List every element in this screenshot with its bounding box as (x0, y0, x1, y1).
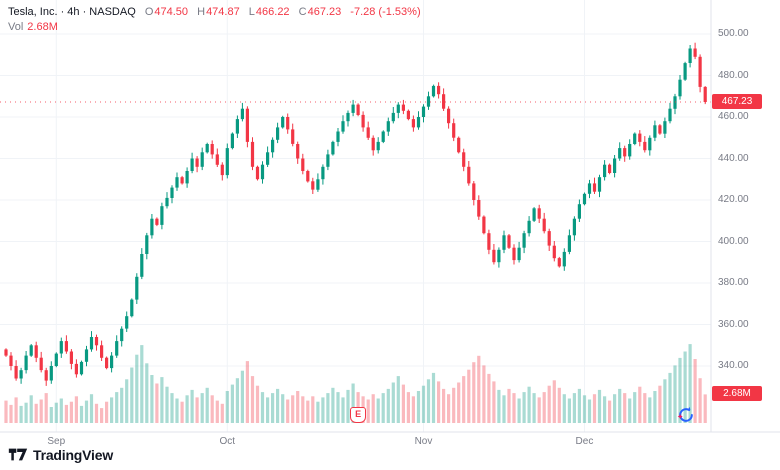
low-value: 466.22 (255, 6, 290, 18)
high-value: 474.87 (206, 6, 240, 18)
volume-value: 2.68M (27, 21, 58, 33)
open-value: 474.50 (154, 6, 189, 18)
tradingview-logo-icon (8, 448, 28, 461)
time-tick-label-sep: Sep (47, 436, 66, 447)
volume-bars-layer (4, 344, 707, 423)
auto-refresh-icon[interactable] (676, 405, 696, 425)
price-tick-label: 380.00 (718, 277, 749, 288)
symbol-title: Tesla, Inc. · 4h · NASDAQ (8, 6, 136, 18)
open-label: O (144, 6, 154, 18)
symbol-legend: Tesla, Inc. · 4h · NASDAQ O474.50 H474.8… (8, 6, 421, 18)
earnings-flag-icon[interactable]: E (350, 407, 367, 423)
tradingview-logo-text: TradingView (33, 446, 114, 463)
volume-label: Vol (8, 21, 24, 33)
volume-badge: 2.68M (712, 386, 762, 402)
price-tick-label: 500.00 (718, 28, 749, 39)
tradingview-attribution[interactable]: TradingView (8, 446, 113, 463)
time-tick-label-dec: Dec (575, 436, 594, 447)
price-tick-label: 460.00 (718, 111, 749, 122)
change-value: -7.28 (-1.53%) (350, 6, 421, 18)
time-tick-label-nov: Nov (414, 436, 433, 447)
price-tick-label: 340.00 (718, 360, 749, 371)
low-label: L (248, 6, 255, 18)
price-tick-label: 480.00 (718, 69, 749, 81)
volume-legend: Vol 2.68M (8, 21, 58, 33)
close-value: 467.23 (307, 6, 342, 18)
gridlines (0, 0, 711, 432)
high-label: H (197, 6, 206, 18)
price-tick-label: 440.00 (718, 152, 749, 164)
axis-lines (0, 0, 780, 433)
price-tick-label: 360.00 (718, 318, 749, 330)
candles-layer (4, 42, 707, 386)
price-tick-label: 420.00 (718, 194, 749, 205)
time-tick-label-oct: Oct (219, 436, 236, 447)
last-price-badge: 467.23 (712, 93, 762, 109)
close-label: C (298, 6, 307, 18)
price-tick-label: 400.00 (718, 235, 749, 247)
